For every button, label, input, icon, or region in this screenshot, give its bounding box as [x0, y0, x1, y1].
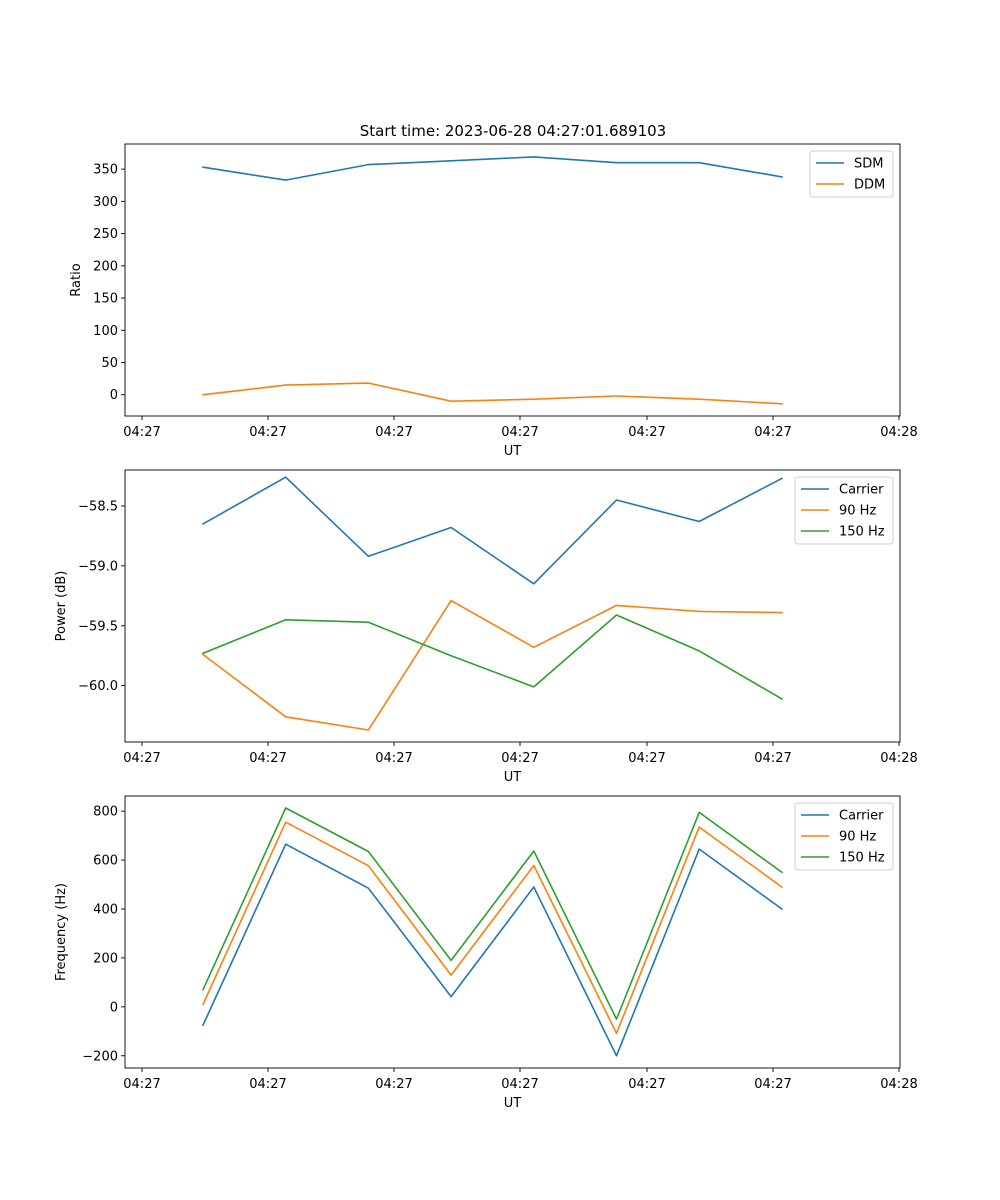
x-tick-label: 04:27 [754, 425, 791, 440]
y-tick-label: 0 [110, 388, 118, 403]
y-axis-label: Frequency (Hz) [54, 883, 69, 981]
x-tick-label: 04:27 [628, 751, 665, 766]
y-axis-label: Ratio [69, 263, 84, 296]
x-axis-label: UT [504, 770, 522, 785]
series-line-sdm [202, 156, 783, 181]
chart-panel-3: 04:27 04:27 04:27 04:27 04:27 04:27 04:28 −200 0… [54, 795, 918, 1111]
x-axis-label: UT [504, 1096, 522, 1111]
x-tick-label: 04:27 [375, 425, 412, 440]
x-tick-label: 04:27 [754, 751, 791, 766]
x-axis-label: UT [504, 444, 522, 459]
y-tick-label: 100 [93, 324, 118, 339]
legend-box [794, 802, 894, 871]
axes-frame [124, 143, 901, 417]
series-line-ddm [202, 382, 783, 405]
legend-label: 90 Hz [839, 504, 876, 519]
y-tick-label: 50 [101, 356, 118, 371]
x-tick-label: 04:27 [249, 425, 286, 440]
axes-frame [124, 469, 901, 743]
x-tick-label: 04:28 [880, 751, 917, 766]
x-tick-label: 04:27 [501, 1077, 538, 1092]
x-tick-label: 04:27 [501, 425, 538, 440]
x-tick-label: 04:28 [880, 425, 917, 440]
x-tick-label: 04:27 [123, 1077, 160, 1092]
y-tick-label: 600 [93, 854, 118, 869]
legend-box [794, 476, 894, 545]
y-tick-label: 250 [93, 227, 118, 242]
y-axis-label: Power (dB) [54, 571, 69, 642]
y-tick-label: −200 [82, 1049, 118, 1064]
y-tick-label: 200 [93, 951, 118, 966]
series-line-150-hz [201, 807, 784, 1020]
y-tick-label: −59.0 [78, 559, 118, 574]
panels: 04:27 04:27 04:27 04:27 04:27 04:27 04:28 0 50 10… [54, 143, 918, 1111]
y-tick-label: 200 [93, 259, 118, 274]
legend-label: SDM [854, 157, 883, 172]
legend-label: Carrier [839, 483, 884, 498]
x-tick-label: 04:27 [123, 425, 160, 440]
x-tick-label: 04:27 [123, 751, 160, 766]
legend: Carrier 90 Hz 150 Hz [794, 476, 894, 545]
x-tick-label: 04:27 [754, 1077, 791, 1092]
x-tick-label: 04:27 [249, 751, 286, 766]
series-line-150-hz [201, 614, 783, 700]
legend-label: 150 Hz [839, 525, 885, 540]
legend: Carrier 90 Hz 150 Hz [794, 802, 894, 871]
legend-label: DDM [854, 178, 885, 193]
x-tick-label: 04:27 [375, 751, 412, 766]
series-line-90-hz [201, 599, 783, 731]
y-tick-label: −60.0 [78, 679, 118, 694]
x-tick-label: 04:27 [628, 1077, 665, 1092]
axes-frame [124, 795, 901, 1069]
series-line-carrier [201, 843, 784, 1057]
figure-title: Start time: 2023-06-28 04:27:01.689103 [360, 122, 666, 140]
chart-panel-1: 04:27 04:27 04:27 04:27 04:27 04:27 04:28 0 50 10… [69, 143, 918, 459]
y-tick-label: 400 [93, 903, 118, 918]
x-tick-label: 04:27 [249, 1077, 286, 1092]
y-tick-label: 150 [93, 292, 118, 307]
y-tick-label: 0 [110, 1000, 118, 1015]
x-tick-label: 04:27 [628, 425, 665, 440]
legend: SDM DDM [809, 150, 894, 198]
x-tick-label: 04:28 [880, 1077, 917, 1092]
y-tick-label: 800 [93, 805, 118, 820]
legend-label: Carrier [839, 809, 884, 824]
legend-label: 90 Hz [839, 830, 876, 845]
series-line-carrier [201, 476, 783, 585]
chart-panel-2: 04:27 04:27 04:27 04:27 04:27 04:27 04:28 −60.0… [54, 469, 918, 785]
legend-label: 150 Hz [839, 851, 885, 866]
y-tick-label: −58.5 [78, 499, 118, 514]
y-tick-label: 300 [93, 195, 118, 210]
x-tick-label: 04:27 [375, 1077, 412, 1092]
y-tick-label: −59.5 [78, 619, 118, 634]
x-tick-label: 04:27 [501, 751, 538, 766]
series-line-90-hz [201, 821, 784, 1035]
y-tick-label: 350 [93, 163, 118, 178]
